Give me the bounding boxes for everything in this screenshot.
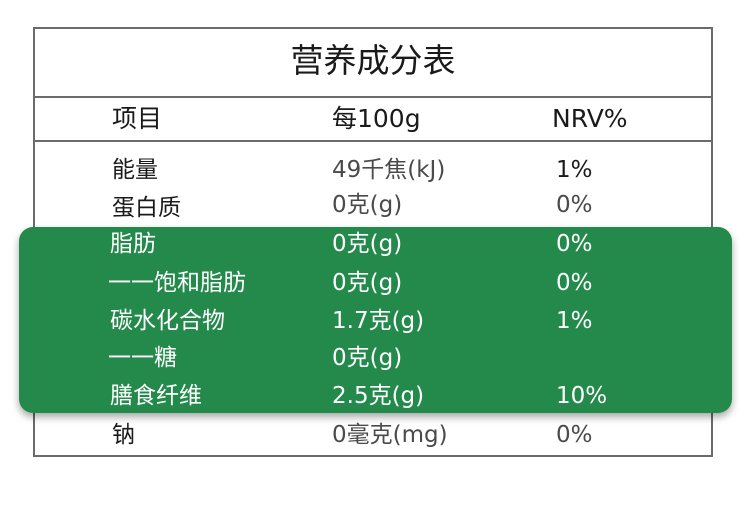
header-nrv: NRV% bbox=[552, 104, 628, 133]
title-divider bbox=[35, 96, 711, 98]
row-fat-value: 0克(g) bbox=[332, 231, 403, 257]
row-saturated-fat-name: 一一饱和脂肪 bbox=[108, 270, 246, 296]
row-energy-value: 49千焦(kJ) bbox=[332, 157, 446, 183]
row-sugar-value: 0克(g) bbox=[332, 345, 403, 371]
row-energy-nrv: 1% bbox=[556, 157, 593, 183]
header-per100g: 每100g bbox=[332, 104, 421, 133]
row-saturated-fat-nrv: 0% bbox=[556, 270, 593, 296]
row-protein-nrv: 0% bbox=[556, 192, 593, 218]
row-carbohydrate-nrv: 1% bbox=[556, 308, 593, 334]
row-carbohydrate-name: 碳水化合物 bbox=[110, 308, 225, 334]
row-sugar-name: 一一糖 bbox=[108, 345, 177, 371]
row-protein-value: 0克(g) bbox=[332, 192, 403, 218]
row-carbohydrate-value: 1.7克(g) bbox=[332, 308, 425, 334]
row-fiber-nrv: 10% bbox=[556, 383, 608, 409]
header-item: 项目 bbox=[112, 104, 163, 133]
row-energy-name: 能量 bbox=[112, 157, 158, 183]
row-sodium-nrv: 0% bbox=[556, 422, 593, 448]
highlight-band bbox=[19, 227, 732, 413]
row-fiber-name: 膳食纤维 bbox=[110, 383, 202, 409]
row-protein-name: 蛋白质 bbox=[112, 195, 181, 221]
row-fat-name: 脂肪 bbox=[110, 231, 156, 257]
table-title: 营养成分表 bbox=[290, 41, 456, 80]
header-divider bbox=[35, 140, 711, 142]
row-fat-nrv: 0% bbox=[556, 231, 593, 257]
row-saturated-fat-value: 0克(g) bbox=[332, 270, 403, 296]
row-fiber-value: 2.5克(g) bbox=[332, 383, 425, 409]
row-sodium-value: 0毫克(mg) bbox=[332, 422, 448, 448]
row-sodium-name: 钠 bbox=[112, 422, 135, 448]
